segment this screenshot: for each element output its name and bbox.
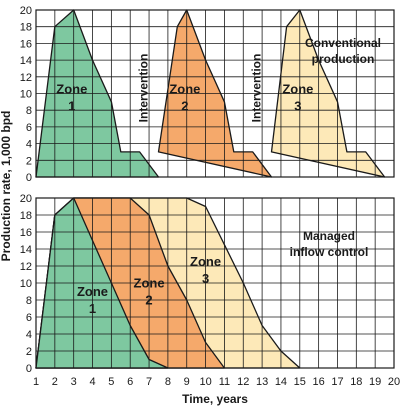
y-tick-label: 18 <box>20 22 32 34</box>
zone-label-line: Zone <box>169 82 200 97</box>
zone-label-line: 3 <box>294 99 301 114</box>
zone-label-line: Zone <box>282 82 313 97</box>
y-tick-label: 12 <box>20 72 32 84</box>
x-tick-label: 4 <box>89 376 95 388</box>
y-tick-label: 4 <box>26 139 32 151</box>
x-tick-label: 8 <box>165 376 171 388</box>
zone-label-line: 2 <box>145 292 152 307</box>
y-tick-label: 4 <box>26 329 32 341</box>
x-tick-label: 18 <box>350 376 362 388</box>
plot-frame <box>35 9 395 178</box>
x-tick-label: 11 <box>219 376 230 388</box>
zone-label: Zone 2 <box>169 82 200 114</box>
y-tick-label: 8 <box>26 105 32 117</box>
zone-label-line: 1 <box>68 99 75 114</box>
zone-label-line: Zone <box>56 82 87 97</box>
chart-panel-conventional: 0 2 4 6 8 10 12 14 16 18 20 Zone 1 Zone 2 Zone 3 Interven… <box>20 5 395 184</box>
x-tick-label: 12 <box>237 376 249 388</box>
zone-label-line: 1 <box>89 301 96 316</box>
y-tick-label: 10 <box>20 278 32 290</box>
x-tick-label: 3 <box>71 376 77 388</box>
zone-label-line: Zone <box>134 275 165 290</box>
y-tick-label: 6 <box>26 122 32 134</box>
panel-annotation-line: inflow control <box>290 245 369 259</box>
zone-label: Zone 3 <box>190 254 221 286</box>
x-tick-label: 7 <box>146 376 152 388</box>
x-tick-label: 9 <box>184 376 190 388</box>
panel-annotation: Conventional production <box>305 36 381 66</box>
x-axis-title: Time, years <box>182 392 248 406</box>
intervention-label: Intervention <box>136 54 150 123</box>
zone-label-line: 2 <box>181 99 188 114</box>
panel-annotation-line: Managed <box>303 229 355 243</box>
panel-annotation-line: Conventional <box>305 36 381 50</box>
x-tick-label: 6 <box>127 376 133 388</box>
y-tick-label: 0 <box>26 172 32 184</box>
x-tick-label: 13 <box>256 376 268 388</box>
y-tick-label: 16 <box>20 227 32 239</box>
zone-label: Zone 2 <box>134 275 165 307</box>
y-tick-label: 20 <box>20 5 32 17</box>
x-tick-label: 2 <box>52 376 58 388</box>
x-tick-label: 14 <box>275 376 287 388</box>
x-tick-label: 20 <box>388 376 400 388</box>
y-axis-title: Production rate, 1,000 bpd <box>0 111 13 262</box>
x-tick-label: 17 <box>331 376 343 388</box>
x-tick-label: 5 <box>108 376 114 388</box>
zone-label: Zone 1 <box>77 284 108 316</box>
y-tick-label: 20 <box>20 193 32 205</box>
zone-label: Zone 1 <box>56 82 87 114</box>
x-tick-label: 10 <box>199 376 211 388</box>
plot-frame <box>35 197 395 369</box>
y-tick-label: 14 <box>20 55 32 67</box>
x-tick-label: 1 <box>33 376 39 388</box>
zone-label-line: Zone <box>77 284 108 299</box>
zone-label: Zone 3 <box>282 82 313 114</box>
panel-annotation-line: production <box>312 52 375 66</box>
y-tick-label: 0 <box>26 363 32 375</box>
intervention-label: Intervention <box>250 54 264 123</box>
y-tick-label: 8 <box>26 295 32 307</box>
y-tick-label: 6 <box>26 312 32 324</box>
y-tick-label: 10 <box>20 89 32 101</box>
y-tick-label: 18 <box>20 210 32 222</box>
x-tick-label: 15 <box>294 376 306 388</box>
panel-annotation: Managed inflow control <box>290 229 369 259</box>
x-tick-label: 16 <box>313 376 325 388</box>
y-tick-label: 16 <box>20 38 32 50</box>
x-tick-label: 19 <box>369 376 381 388</box>
y-tick-label: 14 <box>20 244 32 256</box>
zone-label-line: Zone <box>190 254 221 269</box>
zone-label-line: 3 <box>202 271 209 286</box>
y-tick-label: 2 <box>26 346 32 358</box>
y-tick-label: 12 <box>20 261 32 273</box>
y-tick-label: 2 <box>26 155 32 167</box>
